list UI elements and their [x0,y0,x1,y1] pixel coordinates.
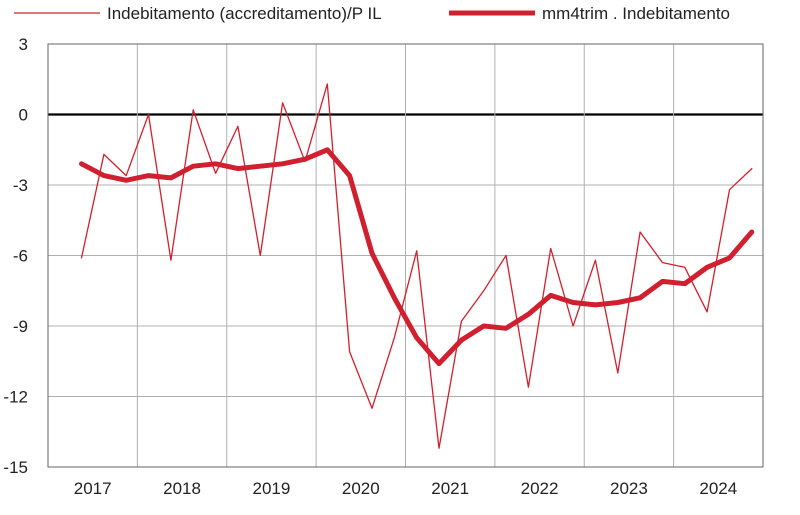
y-tick-label: -6 [13,247,28,266]
y-tick-label: -9 [13,317,28,336]
plot-frame [47,43,764,468]
x-tick-label: 2017 [74,479,112,498]
y-tick-label: 0 [19,106,28,125]
x-tick-label: 2021 [431,479,469,498]
x-tick-label: 2023 [610,479,648,498]
x-tick-label: 2024 [699,479,737,498]
series-line-1 [80,83,753,449]
y-tick-label: -15 [3,458,28,477]
y-tick-label: 3 [19,35,28,54]
x-tick-label: 2022 [521,479,559,498]
x-tick-label: 2018 [163,479,201,498]
legend: Indebitamento (accreditamento)/P IL mm4t… [14,4,730,23]
y-tick-label: -3 [13,176,28,195]
series-line-2 [79,147,755,367]
x-tick-label: 2019 [253,479,291,498]
series-lines [79,83,755,449]
legend-label-series-2: mm4trim . Indebitamento [542,4,730,23]
gridlines [47,43,764,468]
legend-label-series-1: Indebitamento (accreditamento)/P IL [107,4,382,23]
y-tick-label: -12 [3,388,28,407]
axis-labels: 3 0 -3 -6 -9 -12 -15 2017 2018 2019 2020 2021 2022 20… [3,35,737,498]
x-tick-label: 2020 [342,479,380,498]
